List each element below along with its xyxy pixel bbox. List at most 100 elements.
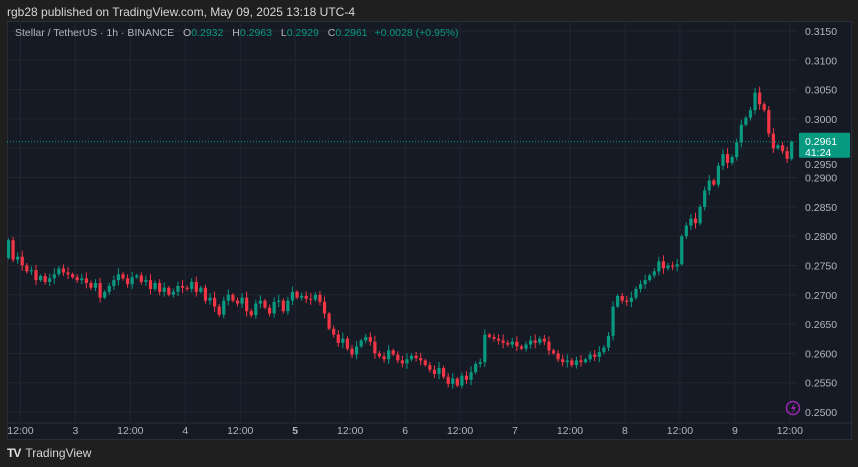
candle-up[interactable]	[451, 378, 455, 384]
candle-up[interactable]	[290, 291, 295, 301]
candle-up[interactable]	[602, 347, 606, 353]
candle-up[interactable]	[7, 240, 11, 258]
candle-up[interactable]	[707, 180, 711, 191]
candle-down[interactable]	[318, 294, 322, 302]
candle-up[interactable]	[38, 276, 43, 281]
candle-down[interactable]	[556, 353, 560, 360]
candle-up[interactable]	[29, 270, 33, 272]
candle-up[interactable]	[588, 354, 592, 360]
candle-up[interactable]	[675, 264, 679, 267]
candle-down[interactable]	[249, 311, 253, 316]
candle-up[interactable]	[666, 265, 670, 269]
candle-down[interactable]	[519, 346, 524, 349]
candle-down[interactable]	[66, 272, 70, 275]
candle-down[interactable]	[75, 277, 79, 281]
candle-down[interactable]	[396, 354, 400, 361]
candle-down[interactable]	[231, 294, 235, 301]
candle-down[interactable]	[373, 341, 377, 354]
candle-down[interactable]	[561, 359, 565, 363]
candle-up[interactable]	[300, 295, 304, 298]
symbol-label[interactable]: Stellar / TetherUS · 1h · BINANCE	[15, 27, 175, 39]
candle-up[interactable]	[341, 338, 345, 343]
candle-down[interactable]	[428, 365, 432, 370]
candle-down[interactable]	[377, 353, 382, 357]
candle-up[interactable]	[629, 297, 633, 302]
candle-down[interactable]	[332, 328, 336, 335]
candle-up[interactable]	[483, 334, 487, 363]
candle-up[interactable]	[258, 300, 262, 304]
candle-up[interactable]	[538, 338, 542, 343]
candle-down[interactable]	[414, 355, 418, 359]
candle-down[interactable]	[570, 360, 574, 366]
candle-down[interactable]	[167, 287, 171, 295]
candle-up[interactable]	[638, 284, 643, 289]
candle-up[interactable]	[739, 124, 743, 143]
candle-down[interactable]	[501, 340, 505, 343]
candle-up[interactable]	[130, 277, 134, 285]
candle-down[interactable]	[533, 340, 537, 343]
lightning-icon[interactable]	[785, 400, 801, 416]
candle-up[interactable]	[478, 362, 482, 364]
candle-down[interactable]	[84, 278, 88, 284]
candle-up[interactable]	[716, 165, 720, 185]
candle-down[interactable]	[419, 358, 423, 361]
candle-down[interactable]	[43, 276, 47, 282]
candle-down[interactable]	[121, 274, 125, 279]
candle-down[interactable]	[771, 133, 775, 149]
candle-down[interactable]	[780, 145, 785, 152]
candle-up[interactable]	[116, 274, 121, 281]
candle-down[interactable]	[391, 350, 395, 355]
candle-up[interactable]	[730, 157, 734, 163]
candle-up[interactable]	[199, 287, 203, 292]
candle-down[interactable]	[551, 350, 556, 354]
candlestick-chart[interactable]: 0.3150 0.3100 0.3050 0.3000 0.2950 0.2900 0.28…	[7, 21, 852, 440]
candle-up[interactable]	[748, 110, 753, 118]
candle-up[interactable]	[583, 359, 588, 363]
candle-up[interactable]	[57, 268, 61, 275]
tradingview-logo-icon[interactable]: TV	[7, 446, 21, 460]
candle-down[interactable]	[767, 110, 771, 134]
candle-up[interactable]	[437, 368, 441, 374]
candle-up[interactable]	[354, 346, 359, 355]
candle-up[interactable]	[529, 340, 533, 345]
candle-down[interactable]	[98, 283, 102, 298]
candle-up[interactable]	[153, 283, 157, 289]
candle-down[interactable]	[180, 285, 185, 288]
candle-down[interactable]	[455, 378, 459, 386]
candle-down[interactable]	[762, 104, 766, 111]
candle-down[interactable]	[281, 300, 285, 312]
candle-up[interactable]	[190, 281, 194, 289]
candle-down[interactable]	[496, 338, 501, 341]
candle-up[interactable]	[611, 306, 615, 336]
candle-up[interactable]	[684, 225, 688, 237]
candle-down[interactable]	[464, 375, 469, 380]
candle-up[interactable]	[93, 283, 98, 288]
candle-up[interactable]	[474, 363, 478, 373]
candle-down[interactable]	[506, 342, 510, 345]
candle-down[interactable]	[758, 92, 762, 105]
candle-down[interactable]	[203, 287, 208, 301]
candle-down[interactable]	[194, 281, 198, 292]
candle-up[interactable]	[359, 340, 363, 347]
candle-up[interactable]	[735, 142, 739, 158]
candle-down[interactable]	[492, 336, 496, 339]
candle-down[interactable]	[20, 256, 24, 266]
candle-down[interactable]	[661, 261, 666, 269]
candle-down[interactable]	[304, 295, 308, 299]
candle-up[interactable]	[112, 280, 116, 286]
candle-down[interactable]	[593, 354, 597, 357]
candle-up[interactable]	[776, 145, 780, 149]
candle-down[interactable]	[245, 297, 249, 312]
candle-down[interactable]	[217, 306, 221, 315]
candle-up[interactable]	[597, 352, 601, 357]
candle-up[interactable]	[103, 291, 107, 298]
candle-down[interactable]	[579, 360, 583, 363]
candle-up[interactable]	[409, 355, 414, 360]
candle-up[interactable]	[524, 344, 528, 349]
candle-down[interactable]	[213, 297, 217, 307]
candle-up[interactable]	[387, 350, 391, 360]
candle-up[interactable]	[364, 336, 368, 341]
candle-up[interactable]	[657, 261, 661, 272]
candle-up[interactable]	[460, 375, 464, 386]
candle-down[interactable]	[327, 313, 331, 329]
